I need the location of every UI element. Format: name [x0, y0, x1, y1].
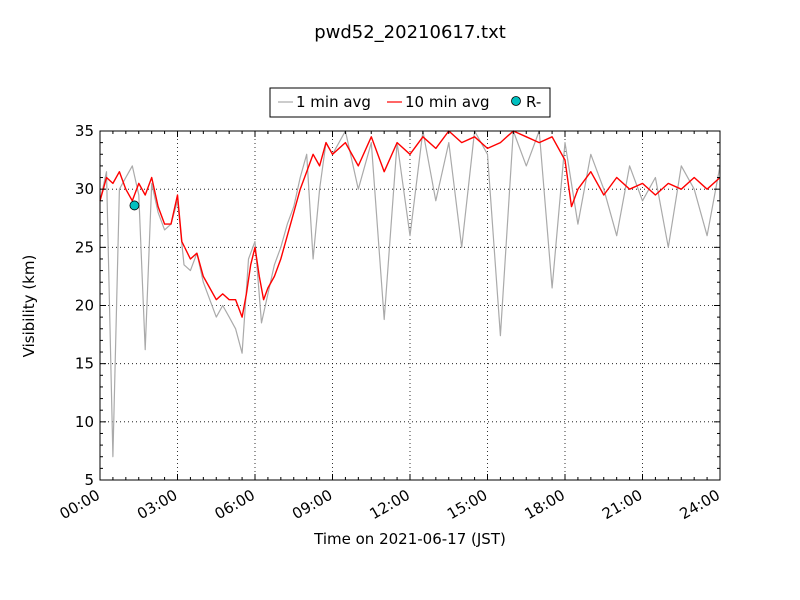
x-tick-label: 00:00 — [57, 486, 103, 523]
legend: 1 min avg 10 min avg R- — [269, 87, 551, 118]
grid-lines — [100, 131, 720, 480]
x-tick-label: 03:00 — [134, 486, 180, 523]
y-tick-label: 10 — [75, 413, 94, 431]
x-tick-label: 06:00 — [212, 486, 258, 523]
y-tick-label: 30 — [75, 180, 94, 198]
x-axis-label: Time on 2021-06-17 (JST) — [313, 530, 506, 548]
x-tick-label: 24:00 — [677, 486, 723, 523]
legend-box — [269, 87, 551, 118]
y-tick-label: 5 — [84, 471, 94, 489]
y-tick-label: 15 — [75, 355, 94, 373]
y-tick-label: 20 — [75, 297, 94, 315]
series-marker-r — [129, 200, 140, 211]
series-line-10-min-avg — [99, 130, 721, 318]
legend-label-10min: 10 min avg — [405, 93, 490, 111]
y-tick-label: 25 — [75, 238, 94, 256]
x-tick-label: 21:00 — [599, 486, 645, 523]
legend-marker-r — [511, 96, 521, 106]
axis-ticks — [99, 130, 721, 481]
x-tick-label: 15:00 — [444, 486, 490, 523]
y-tick-label: 35 — [75, 122, 94, 140]
series-layer — [99, 130, 721, 458]
legend-label-1min: 1 min avg — [296, 93, 371, 111]
x-tick-label: 09:00 — [289, 486, 335, 523]
legend-label-r: R- — [526, 93, 541, 111]
x-tick-labels: 00:00 03:00 06:00 09:00 12:00 15:00 18:00 21:00… — [57, 486, 723, 523]
chart-title: pwd52_20210617.txt — [314, 22, 506, 43]
x-tick-label: 18:00 — [522, 486, 568, 523]
x-tick-label: 12:00 — [367, 486, 413, 523]
y-tick-labels: 5 10 15 20 25 30 35 — [75, 122, 94, 489]
y-axis-label: Visibility (km) — [20, 255, 38, 358]
